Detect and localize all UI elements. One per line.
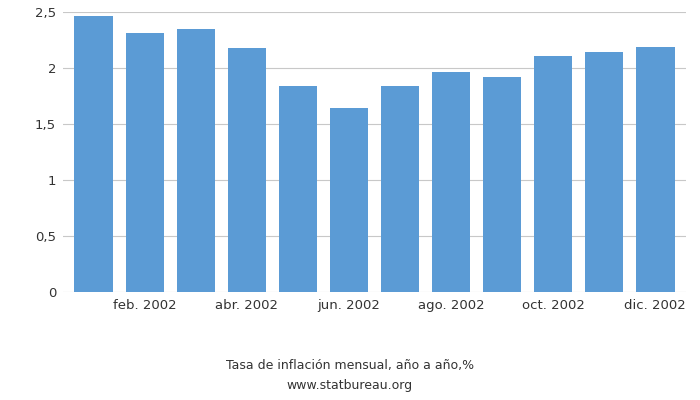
Bar bbox=[534, 56, 573, 292]
Bar bbox=[176, 29, 215, 292]
Bar bbox=[432, 72, 470, 292]
Bar bbox=[74, 16, 113, 292]
Text: Tasa de inflación mensual, año a año,%: Tasa de inflación mensual, año a año,% bbox=[226, 360, 474, 372]
Text: www.statbureau.org: www.statbureau.org bbox=[287, 380, 413, 392]
Bar bbox=[228, 48, 266, 292]
Bar bbox=[585, 52, 624, 292]
Bar bbox=[330, 108, 368, 292]
Bar bbox=[636, 47, 675, 292]
Bar bbox=[125, 33, 164, 292]
Bar bbox=[483, 77, 522, 292]
Bar bbox=[381, 86, 419, 292]
Bar bbox=[279, 86, 317, 292]
